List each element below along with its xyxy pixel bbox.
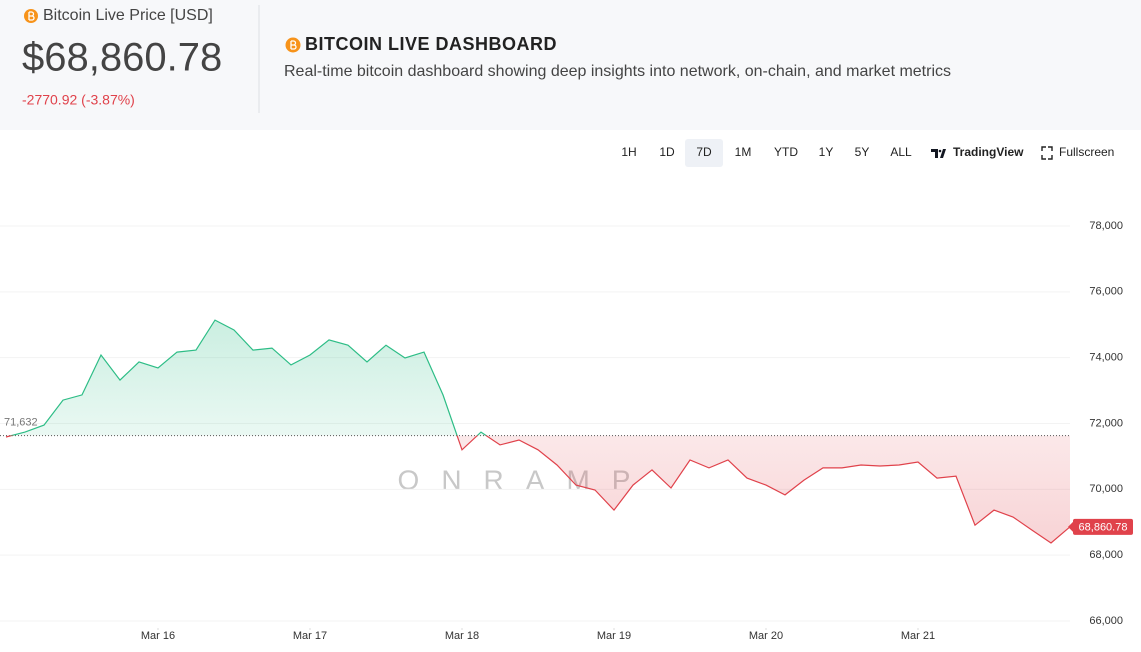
price-change: -2770.92 (-3.87%) <box>22 92 135 108</box>
range-button[interactable]: ALL <box>890 145 912 159</box>
y-tick-label: 66,000 <box>1089 615 1123 627</box>
y-tick-label: 72,000 <box>1089 417 1123 429</box>
tradingview-logo <box>931 149 946 158</box>
y-tick-label: 70,000 <box>1089 483 1123 495</box>
range-button[interactable]: 1M <box>735 145 752 159</box>
btc-icon <box>285 37 301 53</box>
price-line <box>5 319 1071 544</box>
range-button[interactable]: 5Y <box>855 145 870 159</box>
range-selected-bg <box>685 139 723 167</box>
dashboard-title: BITCOIN LIVE DASHBOARD <box>305 34 557 54</box>
y-tick-label: 78,000 <box>1089 220 1123 232</box>
fullscreen-icon <box>1041 146 1053 160</box>
y-tick-label: 68,000 <box>1089 549 1123 561</box>
btc-icon <box>24 9 38 23</box>
x-tick-label: Mar 21 <box>901 630 935 642</box>
last-price-box <box>1073 518 1133 535</box>
price-area <box>6 320 1070 543</box>
last-price-pointer <box>1068 521 1073 532</box>
dashboard-subtitle: Real-time bitcoin dashboard showing deep… <box>284 63 951 80</box>
y-tick-label: 74,000 <box>1089 352 1123 364</box>
header-bg <box>0 0 1141 130</box>
price-label: Bitcoin Live Price [USD] <box>43 7 213 24</box>
x-tick-label: Mar 18 <box>445 630 479 642</box>
range-button[interactable]: 1H <box>621 145 636 159</box>
tradingview-link[interactable]: TradingView <box>953 145 1024 159</box>
last-price-label: 68,860.78 <box>1079 522 1128 534</box>
price: $68,860.78 <box>22 36 222 80</box>
y-tick-label: 76,000 <box>1089 286 1123 298</box>
range-button[interactable]: 7D <box>696 145 712 159</box>
x-tick-label: Mar 17 <box>293 630 327 642</box>
range-button[interactable]: YTD <box>774 145 798 159</box>
range-button[interactable]: 1D <box>659 145 675 159</box>
fullscreen-button[interactable]: Fullscreen <box>1059 145 1114 159</box>
x-tick-label: Mar 19 <box>597 630 631 642</box>
range-button[interactable]: 1Y <box>819 145 834 159</box>
x-tick-label: Mar 20 <box>749 630 783 642</box>
baseline-label: 71,632 <box>4 417 38 429</box>
x-tick-label: Mar 16 <box>141 630 175 642</box>
